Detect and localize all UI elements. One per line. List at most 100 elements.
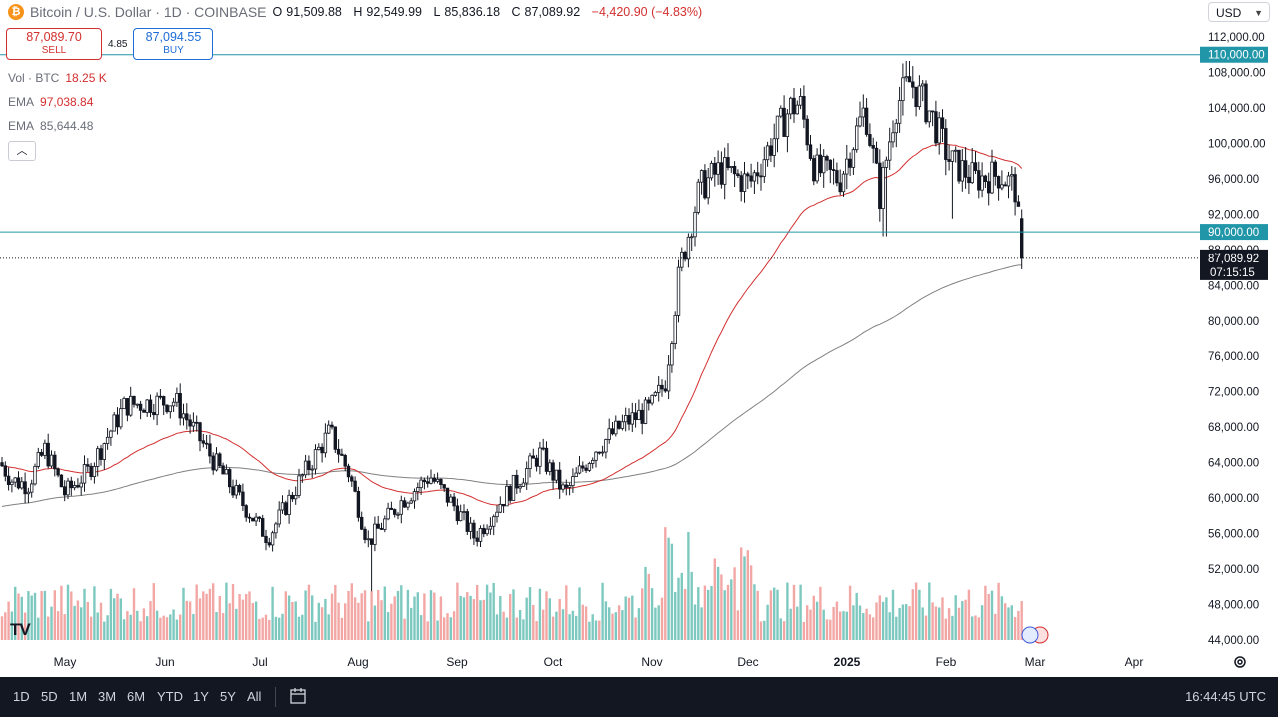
volume-bar: [601, 582, 604, 640]
volume-bar: [499, 596, 502, 640]
economic-event-icon[interactable]: [1021, 626, 1049, 644]
currency-select[interactable]: USD ▼: [1208, 2, 1270, 22]
volume-bar: [703, 585, 707, 640]
candle: [746, 171, 750, 189]
candle: [551, 459, 555, 490]
candle: [607, 418, 611, 444]
volume-bar: [509, 594, 512, 640]
volume-bar: [89, 616, 93, 640]
candle: [696, 178, 700, 215]
candle: [749, 163, 753, 188]
ema-fast-indicator-label[interactable]: EMA 97,038.84: [8, 95, 94, 109]
volume-bar: [327, 614, 330, 640]
candle: [257, 516, 262, 523]
candle: [571, 468, 575, 493]
volume-bar: [30, 595, 33, 640]
volume-bar: [598, 620, 601, 640]
volume-bar: [862, 612, 865, 640]
utc-clock[interactable]: 16:44:45 UTC: [1185, 689, 1266, 704]
candle: [1016, 195, 1021, 207]
timeframe-1d[interactable]: 1D: [13, 689, 30, 704]
chevron-down-icon: ▼: [1254, 8, 1263, 18]
volume-bar: [202, 591, 205, 640]
timeframe-5y[interactable]: 5Y: [220, 689, 236, 704]
timeframe-all[interactable]: All: [247, 689, 262, 704]
timeframe-ytd[interactable]: YTD: [157, 689, 183, 704]
time-tick-label: Jun: [155, 655, 174, 669]
volume-bar: [957, 607, 961, 640]
candle: [79, 475, 83, 496]
volume-bar: [756, 590, 759, 640]
timeframe-1m[interactable]: 1M: [69, 689, 88, 704]
volume-bar: [677, 577, 680, 640]
volume-bar: [446, 613, 449, 640]
volume-bar: [403, 618, 406, 640]
volume-bar: [155, 610, 159, 640]
candle: [544, 441, 549, 475]
volume-bar: [195, 584, 198, 640]
timeframe-5d[interactable]: 5D: [41, 689, 58, 704]
candle: [831, 158, 836, 185]
volume-bar: [476, 584, 479, 640]
volume-bar: [872, 617, 875, 640]
candle: [128, 386, 133, 417]
volume-bar: [611, 613, 614, 640]
volume-bar: [769, 590, 773, 640]
volume-bar: [254, 601, 258, 640]
candle: [49, 450, 54, 469]
candle: [884, 156, 889, 237]
volume-bar: [449, 617, 452, 640]
volume-bar: [967, 589, 971, 640]
candle: [515, 469, 519, 495]
collapse-indicators-button[interactable]: ︿: [8, 141, 36, 161]
volume-bar: [749, 565, 753, 640]
price-axis: 112,000.00 108,000.00 104,000.00 100,000.00…: [1208, 32, 1266, 647]
volume-indicator-label[interactable]: Vol · BTC 18.25 K: [8, 71, 107, 85]
volume-bar: [139, 621, 142, 640]
timeframe-3m[interactable]: 3M: [98, 689, 117, 704]
candle: [376, 515, 380, 529]
candle: [201, 433, 205, 448]
candle: [135, 403, 139, 409]
volume-bar: [634, 617, 637, 640]
symbol-title[interactable]: Bitcoin / U.S. Dollar · 1D · COINBASE: [30, 4, 267, 20]
buy-button[interactable]: 87,094.55 BUY: [133, 28, 214, 60]
volume-bar: [419, 615, 423, 640]
timeframe-6m[interactable]: 6M: [127, 689, 146, 704]
candle: [59, 474, 64, 488]
candle: [402, 497, 407, 508]
candle: [406, 501, 410, 511]
candle: [495, 505, 499, 523]
price-chart[interactable]: 110,000.00 90,000.00 87,089.92 07:15:15 112…: [0, 0, 1278, 677]
gear-icon[interactable]: [1233, 655, 1247, 669]
timeframe-1y[interactable]: 1Y: [193, 689, 209, 704]
volume-bar: [482, 599, 485, 640]
candle: [482, 524, 486, 538]
calendar-range-icon[interactable]: [289, 687, 307, 705]
candle: [161, 395, 166, 416]
volume-bar: [221, 613, 225, 640]
candle: [657, 376, 661, 402]
volume-bar: [274, 616, 278, 640]
volume-bar: [707, 589, 710, 640]
volume-bar: [905, 604, 908, 640]
last-price-label-bg: [1200, 249, 1268, 280]
volume-bar: [763, 620, 766, 640]
volume-bar: [7, 601, 10, 640]
volume-bar: [406, 589, 410, 640]
candle: [944, 119, 948, 176]
candle: [525, 461, 529, 490]
candle: [924, 80, 928, 125]
candle: [950, 150, 955, 219]
volume-bar: [670, 543, 674, 640]
volume-bar: [466, 592, 469, 640]
volume-bar: [1010, 605, 1013, 640]
candle: [119, 398, 123, 430]
volume-bar: [380, 600, 383, 640]
candle: [485, 524, 489, 536]
candle: [244, 504, 248, 522]
sell-button[interactable]: 87,089.70 SELL: [6, 28, 102, 60]
candle: [274, 521, 278, 539]
volume-bar: [307, 584, 311, 640]
ema-slow-indicator-label[interactable]: EMA 85,644.48: [8, 119, 94, 133]
